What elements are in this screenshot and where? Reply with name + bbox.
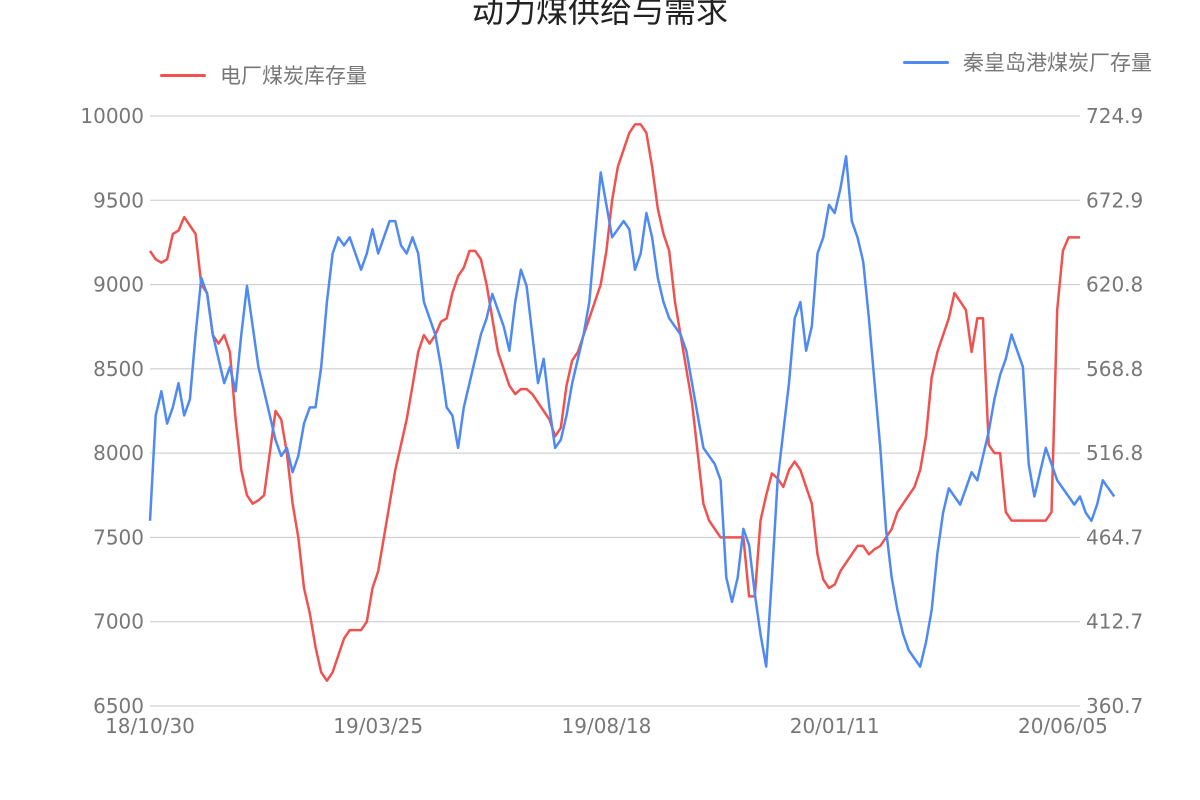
x-tick-label: 20/06/05: [1018, 714, 1108, 738]
series-lines: [148, 123, 1116, 682]
y-left-tick-label: 10000: [80, 104, 144, 128]
legend-label-power-plant: 电厂煤炭库存量: [220, 64, 367, 88]
y-left-tick-label: 6500: [93, 694, 144, 718]
y-right-tick-label: 620.8: [1086, 273, 1143, 297]
x-tick-label: 18/10/30: [105, 714, 195, 738]
y-right-tick-label: 412.7: [1086, 610, 1143, 634]
y-right-tick-label: 464.7: [1086, 525, 1143, 549]
y-left-tick-label: 9500: [93, 188, 144, 212]
y-axis-right: 360.7 412.7 464.7 516.8 568.8 620.8 672.9 724.9: [1086, 104, 1143, 718]
y-left-tick-label: 8500: [93, 357, 144, 381]
y-right-tick-label: 568.8: [1086, 357, 1143, 381]
y-right-tick-label: 516.8: [1086, 441, 1143, 465]
grid-lines: [150, 115, 1080, 707]
y-right-tick-label: 672.9: [1086, 188, 1143, 212]
y-left-tick-label: 7000: [93, 610, 144, 634]
legend-item-qinhuangdao[interactable]: 秦皇岛港煤炭厂存量: [903, 47, 1152, 77]
series-line-qinhuangdao[interactable]: [148, 155, 1116, 668]
legend-label-qinhuangdao: 秦皇岛港煤炭厂存量: [963, 51, 1152, 75]
y-right-tick-label: 360.7: [1086, 694, 1143, 718]
legend-item-power-plant[interactable]: 电厂煤炭库存量: [160, 60, 367, 90]
y-axis-left: 6500 7000 7500 8000 8500 9000 9500 10000: [80, 104, 144, 718]
series-line-power-plant[interactable]: [148, 123, 1080, 682]
x-tick-label: 19/08/18: [562, 714, 652, 738]
legend-swatch-power-plant: [160, 73, 206, 77]
x-axis: 18/10/30 19/03/25 19/08/18 20/01/11 20/06/05: [105, 714, 1108, 738]
y-left-tick-label: 8000: [93, 441, 144, 465]
x-tick-label: 19/03/25: [333, 714, 423, 738]
y-left-tick-label: 7500: [93, 525, 144, 549]
x-tick-label: 20/01/11: [790, 714, 880, 738]
y-right-tick-label: 724.9: [1086, 104, 1143, 128]
legend-swatch-qinhuangdao: [903, 60, 949, 64]
y-left-tick-label: 9000: [93, 273, 144, 297]
chart-title: 动力煤供给与需求: [471, 0, 728, 30]
